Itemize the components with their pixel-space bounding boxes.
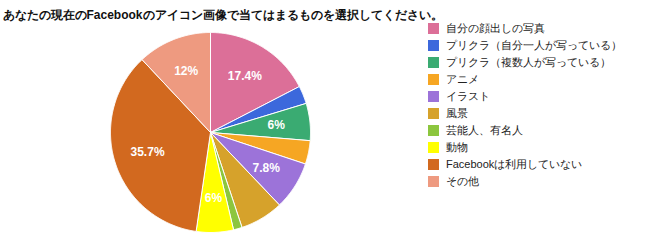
html-text:Facebookは利用していない: Facebookは利用していない xyxy=(446,158,583,170)
html-text:風景: 風景 xyxy=(446,107,468,119)
svg-text:6%: 6% xyxy=(267,118,285,132)
svg-text:12%: 12% xyxy=(174,64,198,78)
html-text:プリクラ（自分一人が写っている）: プリクラ（自分一人が写っている） xyxy=(446,39,622,51)
html-text:芸能人、有名人: 芸能人、有名人 xyxy=(446,124,523,136)
svg-text:35.7%: 35.7% xyxy=(131,145,165,159)
html-text:アニメ: アニメ xyxy=(446,73,479,85)
html-text:動物: 動物 xyxy=(446,141,468,153)
svg-text:6%: 6% xyxy=(205,191,223,205)
html-text:自分の顔出しの写真: 自分の顔出しの写真 xyxy=(446,22,545,34)
html-text:イラスト: イラスト xyxy=(446,90,490,102)
svg-text:17.4%: 17.4% xyxy=(228,69,262,83)
svg-text:7.8%: 7.8% xyxy=(253,161,281,175)
svg-text:あなたの現在のFacebookのアイコン画像で当てはまるもの: あなたの現在のFacebookのアイコン画像で当てはまるものを選択してください。 xyxy=(3,8,443,22)
html-text:プリクラ（複数人が写っている）: プリクラ（複数人が写っている） xyxy=(446,56,611,68)
html-text:その他: その他 xyxy=(446,175,479,187)
